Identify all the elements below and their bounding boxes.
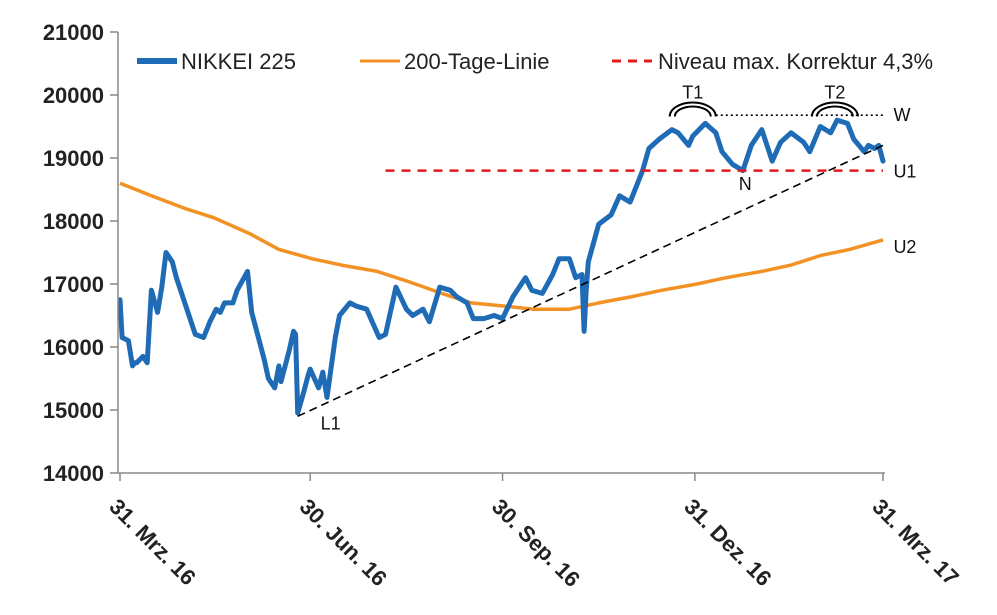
x-tick-layer: 31. Mrz. 16 30. Jun. 16 30. Sep. 16 31. Dez… [104,473,964,592]
y-tick-label: 19000 [43,146,104,171]
legend-item-nikkei: NIKKEI 225 [137,49,296,74]
plot-area: T1 T2 W U1 U2 N L1 [117,82,917,434]
annotation-layer: T1 T2 W U1 U2 N L1 [321,82,917,433]
y-tick-label: 18000 [43,209,104,234]
legend: NIKKEI 225 200-Tage-Linie Niveau max. Ko… [137,49,933,74]
series-layer [117,114,886,418]
x-tick-label: 31. Mrz. 16 [104,494,200,590]
y-tick-layer: 21000 20000 19000 18000 17000 16000 15000 14000 [43,20,118,486]
annotation-label: W [893,105,910,125]
y-tick-label: 16000 [43,335,104,360]
y-tick-label: 14000 [43,461,104,486]
series-line-nikkei [117,117,886,416]
legend-label-nikkei: NIKKEI 225 [181,49,296,74]
y-tick-label: 20000 [43,83,104,108]
annotation-label: N [739,174,752,194]
annotation-arc [810,101,859,117]
y-tick-label: 21000 [43,20,104,45]
x-tick-label: 30. Sep. 16 [487,494,585,592]
y-tick-label: 17000 [43,272,104,297]
y-tick-label: 15000 [43,398,104,423]
annotation-label: T1 [682,82,703,102]
trendline [297,144,884,418]
legend-label-ma200: 200-Tage-Linie [404,49,550,74]
annotation-label: U2 [893,237,916,257]
x-tick-label: 31. Mrz. 17 [867,494,963,590]
annotation-arc-inner [815,105,854,117]
annotation-arc-inner [673,105,712,117]
annotation-label: T2 [824,82,845,102]
x-tick-label: 30. Jun. 16 [295,494,392,591]
legend-item-ma200: 200-Tage-Linie [360,49,550,74]
legend-item-level: Niveau max. Korrektur 4,3% [612,49,933,74]
legend-label-level: Niveau max. Korrektur 4,3% [658,49,933,74]
annotation-label: U1 [893,162,916,182]
x-tick-label: 31. Dez. 16 [679,494,776,591]
annotation-arc [668,101,717,117]
series-line-ma200 [119,181,884,311]
annotation-label: L1 [321,414,341,434]
